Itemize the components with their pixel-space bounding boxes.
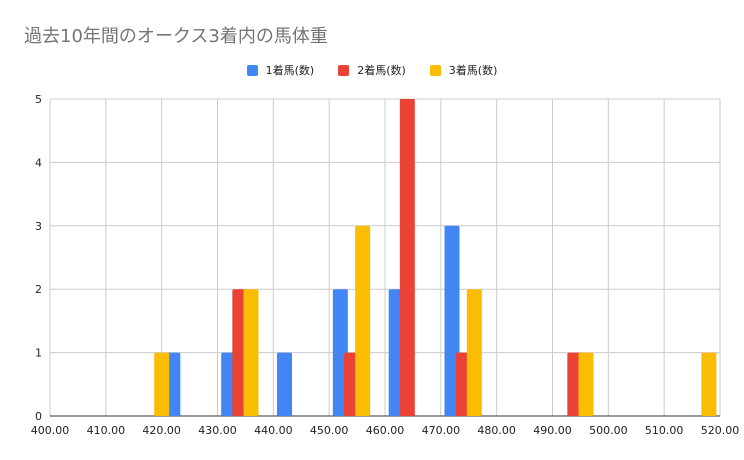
- y-tick-label: 5: [35, 93, 42, 106]
- bar-series-3: [154, 352, 170, 416]
- y-tick-label: 2: [35, 283, 42, 296]
- bar-series-3: [355, 225, 371, 416]
- x-tick-label: 500.00: [589, 424, 628, 437]
- x-tick-label: 460.00: [366, 424, 405, 437]
- legend-label-series-1: 1着馬(数): [265, 64, 315, 77]
- x-tick-label: 520.00: [701, 424, 740, 437]
- x-tick-label: 510.00: [645, 424, 684, 437]
- legend-label-series-3: 3着馬(数): [448, 64, 498, 77]
- y-tick-label: 3: [35, 220, 42, 233]
- x-tick-label: 470.00: [422, 424, 461, 437]
- x-tick-label: 480.00: [477, 424, 516, 437]
- bar-series-2: [399, 99, 415, 416]
- legend-item-series-1: 1着馬(数): [246, 62, 315, 78]
- legend-item-series-2: 2着馬(数): [338, 62, 406, 78]
- x-tick-label: 440.00: [254, 424, 293, 437]
- bar-series-3: [243, 289, 259, 416]
- x-tick-label: 430.00: [198, 424, 237, 437]
- bar-series-3: [701, 352, 717, 416]
- x-tick-label: 400.00: [31, 424, 70, 437]
- x-tick-label: 490.00: [533, 424, 572, 437]
- bar-series-3: [578, 352, 594, 416]
- legend-swatch-series-2: [338, 64, 350, 76]
- legend-label-series-2: 2着馬(数): [357, 64, 406, 77]
- y-tick-label: 4: [35, 156, 42, 169]
- bar-series-1: [277, 352, 292, 416]
- legend-swatch-series-1: [246, 64, 258, 76]
- y-tick-label: 0: [35, 410, 42, 423]
- x-tick-label: 420.00: [142, 424, 181, 437]
- legend-item-series-3: 3着馬(数): [429, 62, 498, 78]
- x-tick-label: 410.00: [87, 424, 126, 437]
- legend-swatch-series-3: [429, 64, 441, 76]
- chart-title: 過去10年間のオークス3着内の馬体重: [24, 26, 328, 47]
- chart-legend: 1着馬(数) 2着馬(数) 3着馬(数): [0, 62, 744, 78]
- bar-series-3: [466, 289, 482, 416]
- y-tick-label: 1: [35, 347, 42, 360]
- x-tick-label: 450.00: [310, 424, 349, 437]
